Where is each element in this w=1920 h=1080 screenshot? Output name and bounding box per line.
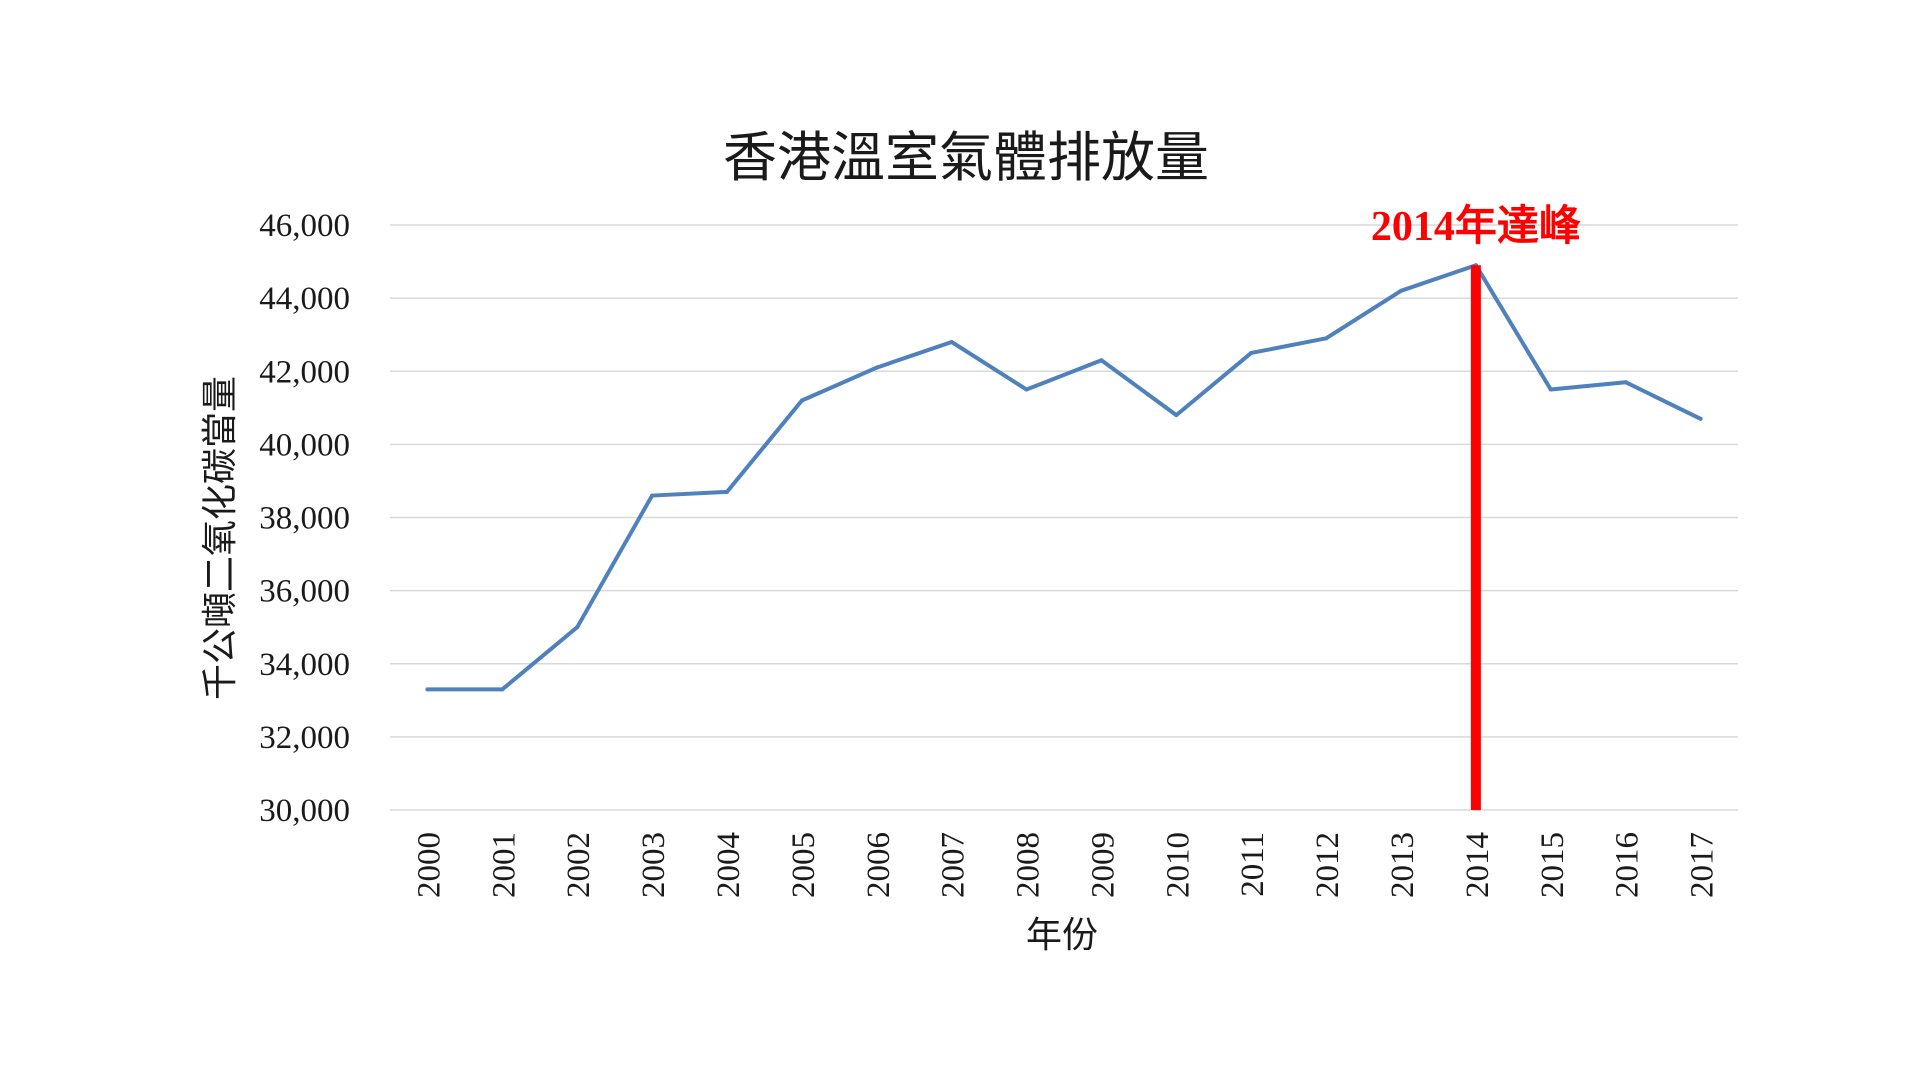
data-point [1174, 413, 1179, 418]
data-point [425, 687, 430, 692]
x-tick-label: 2004 [711, 832, 747, 898]
data-point [725, 489, 729, 494]
x-tick-label: 2008 [1011, 832, 1047, 898]
y-tick-label: 30,000 [259, 793, 350, 829]
data-point [1249, 350, 1254, 355]
y-tick-label: 46,000 [259, 208, 350, 244]
y-axis-label: 千公噸二氧化碳當量 [200, 376, 240, 700]
peak-annotation-label: 2014年達峰 [1371, 203, 1581, 250]
data-point [1548, 387, 1553, 392]
x-axis-ticks: 2000 2001 2002 2003 2004 2005 2006 2007 2008 2009… [411, 832, 1720, 898]
x-tick-label: 2000 [411, 832, 447, 898]
x-tick-label: 2009 [1085, 832, 1121, 898]
gridlines [390, 224, 1738, 811]
data-point [1099, 358, 1104, 363]
series-line [425, 263, 1703, 692]
x-tick-label: 2010 [1160, 832, 1196, 898]
y-tick-label: 40,000 [259, 427, 350, 463]
x-tick-label: 2001 [486, 832, 522, 898]
data-point [575, 625, 580, 630]
chart-title: 香港溫室氣體排放量 [723, 128, 1209, 188]
annotation-layer: 2014年達峰 [1371, 203, 1581, 810]
y-tick-label: 32,000 [259, 720, 350, 756]
x-tick-label: 2007 [936, 832, 972, 898]
data-point [500, 687, 505, 692]
data-point [874, 365, 879, 370]
x-tick-label: 2012 [1310, 832, 1346, 898]
data-point [1399, 288, 1403, 293]
data-point [1623, 380, 1628, 385]
y-tick-label: 44,000 [259, 281, 350, 317]
x-axis-label: 年份 [1026, 915, 1098, 955]
x-tick-label: 2011 [1235, 832, 1271, 897]
data-point [799, 398, 804, 403]
y-tick-label: 42,000 [259, 354, 350, 390]
x-tick-label: 2006 [861, 832, 897, 898]
series-layer [425, 263, 1703, 692]
x-tick-label: 2005 [786, 832, 822, 898]
x-tick-label: 2016 [1610, 832, 1646, 898]
x-tick-label: 2003 [636, 832, 672, 898]
data-point [949, 340, 954, 344]
data-point [650, 493, 655, 498]
y-tick-label: 34,000 [259, 647, 350, 683]
x-tick-label: 2014 [1460, 832, 1496, 898]
x-tick-label: 2002 [561, 832, 597, 898]
y-tick-label: 38,000 [259, 501, 350, 537]
data-point [1698, 416, 1703, 421]
x-tick-label: 2013 [1385, 832, 1421, 898]
x-tick-label: 2017 [1685, 832, 1721, 898]
data-point [1024, 387, 1029, 392]
data-point [1324, 336, 1329, 341]
x-tick-label: 2015 [1535, 832, 1571, 898]
y-tick-label: 36,000 [259, 574, 350, 610]
y-axis-ticks: 30,000 32,000 34,000 36,000 38,000 40,000 42,0… [259, 208, 350, 829]
